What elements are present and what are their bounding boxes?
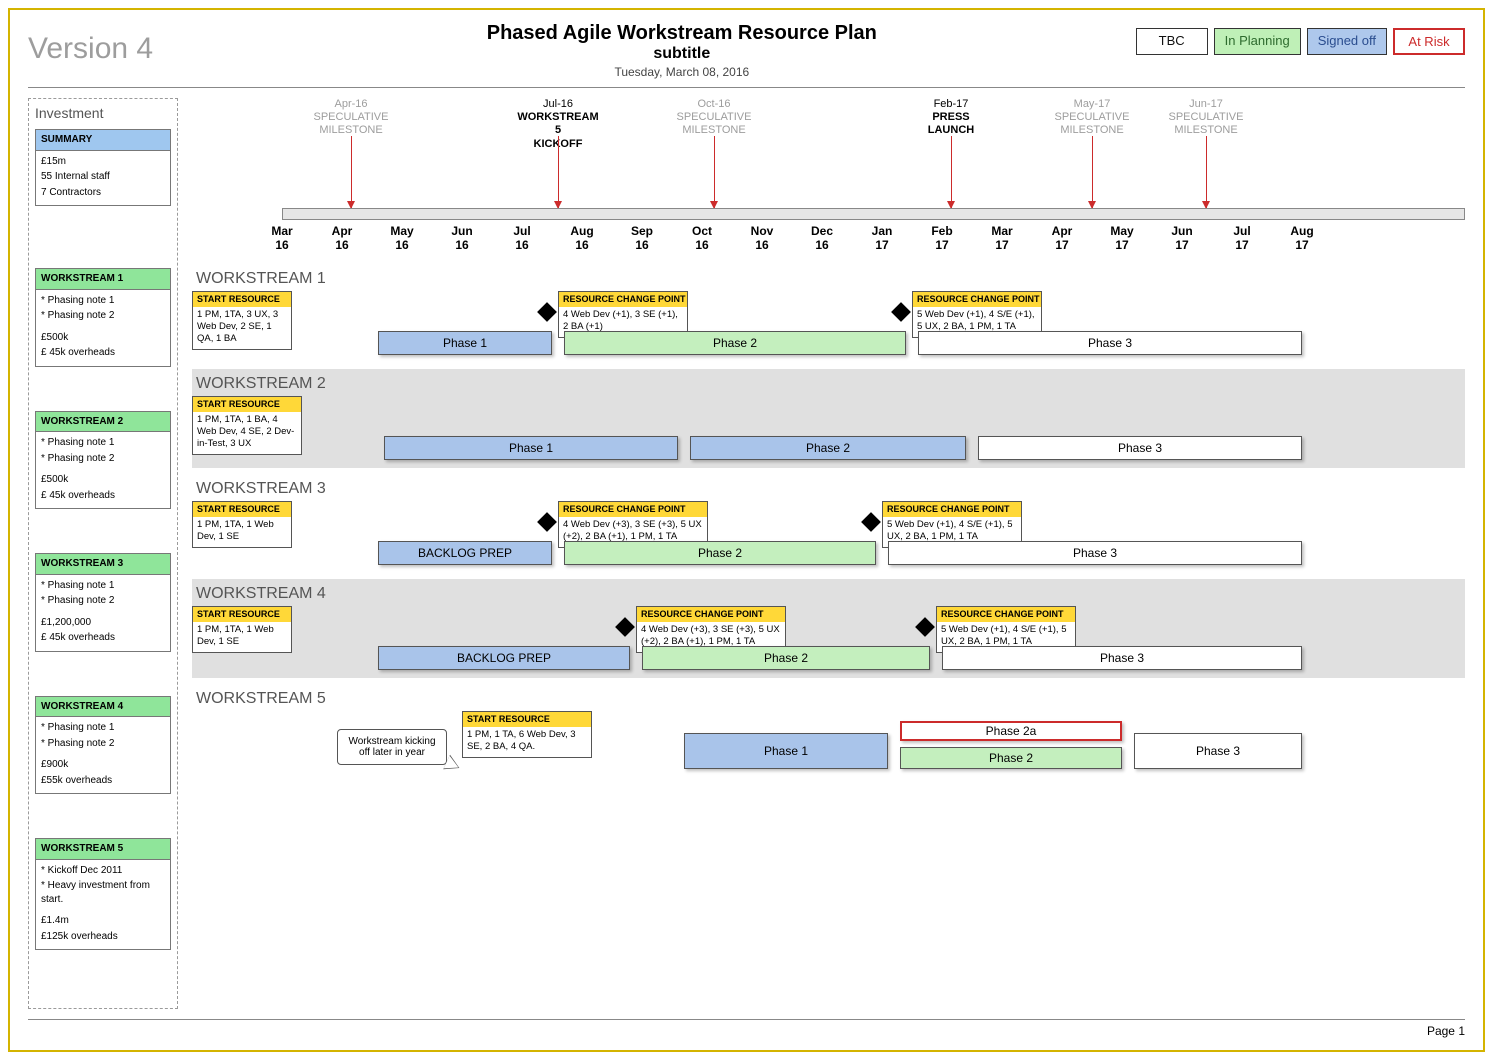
milestone-arrow-icon (558, 136, 559, 208)
month-label: Jan17 (872, 225, 893, 253)
month-label: Oct16 (692, 225, 712, 253)
phase-bar: BACKLOG PREP (378, 646, 630, 670)
sidecard-head: WORKSTREAM 1 (36, 269, 170, 290)
diamond-icon (891, 302, 911, 322)
phase-bar: Phase 1 (384, 436, 678, 460)
diamond-icon (615, 617, 635, 637)
subtitle: subtitle (228, 45, 1136, 63)
phase-bar: Phase 2 (690, 436, 966, 460)
diamond-icon (537, 512, 557, 532)
milestone-arrow-icon (1092, 136, 1093, 208)
start-resource: START RESOURCE1 PM, 1TA, 1 Web Dev, 1 SE (192, 606, 292, 653)
milestone: May-17SPECULATIVEMILESTONE (1027, 98, 1157, 138)
timeline-bar (282, 208, 1465, 220)
sidebar-title: Investment (35, 105, 171, 121)
month-label: Apr17 (1052, 225, 1073, 253)
month-label: Mar16 (271, 225, 292, 253)
sidebar-ws-1: WORKSTREAM 1* Phasing note 1* Phasing no… (35, 268, 171, 367)
phase-bar: BACKLOG PREP (378, 541, 552, 565)
phase-bar: Phase 1 (378, 331, 552, 355)
sidebar-ws-4: WORKSTREAM 4* Phasing note 1* Phasing no… (35, 696, 171, 795)
ws-title: WORKSTREAM 3 (192, 480, 1465, 498)
start-resource: START RESOURCE1 PM, 1TA, 3 UX, 3 Web Dev… (192, 291, 292, 350)
phase-bar: Phase 2a (900, 721, 1122, 741)
diamond-icon (915, 617, 935, 637)
sidecard-head: WORKSTREAM 2 (36, 412, 170, 433)
month-label: Jul17 (1233, 225, 1250, 253)
phase-bar: Phase 2 (642, 646, 930, 670)
sidebar-ws-2: WORKSTREAM 2* Phasing note 1* Phasing no… (35, 411, 171, 510)
milestone: Jun-17SPECULATIVEMILESTONE (1141, 98, 1271, 138)
milestone-arrow-icon (351, 136, 352, 208)
sidecard-head: WORKSTREAM 3 (36, 554, 170, 575)
month-label: Jun16 (451, 225, 472, 253)
page-frame: Version 4 Phased Agile Workstream Resour… (8, 8, 1485, 1052)
milestone-arrow-icon (1206, 136, 1207, 208)
ws-title: WORKSTREAM 2 (192, 375, 1465, 393)
page-header: Version 4 Phased Agile Workstream Resour… (28, 22, 1465, 88)
sidebar-ws-3: WORKSTREAM 3* Phasing note 1* Phasing no… (35, 553, 171, 652)
callout: Workstream kicking off later in year (337, 729, 447, 765)
month-label: May16 (390, 225, 413, 253)
workstream-3: WORKSTREAM 3 START RESOURCE1 PM, 1TA, 1 W… (192, 474, 1465, 573)
phase-bar: Phase 2 (900, 747, 1122, 769)
diamond-icon (537, 302, 557, 322)
sidebar-summary: SUMMARY£15m55 Internal staff7 Contractor… (35, 129, 171, 206)
summary-head: SUMMARY (36, 130, 170, 151)
milestone: Apr-16SPECULATIVEMILESTONE (286, 98, 416, 138)
month-label: Feb17 (931, 225, 952, 253)
phase-bar: Phase 2 (564, 541, 876, 565)
milestone: Feb-17PRESSLAUNCH (886, 98, 1016, 138)
start-resource: START RESOURCE1 PM, 1TA, 1 BA, 4 Web Dev… (192, 396, 302, 455)
ws-title: WORKSTREAM 4 (192, 585, 1465, 603)
main: Apr-16SPECULATIVEMILESTONE Jul-16WORKSTRE… (192, 98, 1465, 1009)
sidecard-head: WORKSTREAM 5 (36, 839, 170, 860)
workstream-4: WORKSTREAM 4 START RESOURCE1 PM, 1TA, 1 W… (192, 579, 1465, 678)
start-resource: START RESOURCE1 PM, 1 TA, 6 Web Dev, 3 S… (462, 711, 592, 758)
month-label: May17 (1110, 225, 1133, 253)
legend-tbc: TBC (1136, 28, 1208, 55)
phase-bar: Phase 3 (978, 436, 1302, 460)
diamond-icon (861, 512, 881, 532)
phase-bar: Phase 1 (684, 733, 888, 769)
month-label: Aug17 (1290, 225, 1313, 253)
legend-in-planning: In Planning (1214, 28, 1301, 55)
page-number: Page 1 (1427, 1024, 1465, 1038)
sidebar-ws-5: WORKSTREAM 5* Kickoff Dec 2011* Heavy in… (35, 838, 171, 950)
workstream-1: WORKSTREAM 1 START RESOURCE1 PM, 1TA, 3 U… (192, 264, 1465, 363)
month-label: Jul16 (513, 225, 530, 253)
ws-title: WORKSTREAM 1 (192, 270, 1465, 288)
ws-title: WORKSTREAM 5 (192, 690, 1465, 708)
month-label: Mar17 (991, 225, 1012, 253)
workstream-5: WORKSTREAM 5 Workstream kicking off later… (192, 684, 1465, 795)
timeline: Apr-16SPECULATIVEMILESTONE Jul-16WORKSTRE… (192, 98, 1465, 258)
month-label: Apr16 (332, 225, 353, 253)
milestone-arrow-icon (951, 136, 952, 208)
month-label: Sep16 (631, 225, 653, 253)
month-label: Aug16 (570, 225, 593, 253)
version-label: Version 4 (28, 22, 228, 66)
workstream-2: WORKSTREAM 2 START RESOURCE1 PM, 1TA, 1 B… (192, 369, 1465, 468)
month-label: Nov16 (751, 225, 774, 253)
sidecard-head: WORKSTREAM 4 (36, 697, 170, 718)
milestone-arrow-icon (714, 136, 715, 208)
phase-bar: Phase 3 (918, 331, 1302, 355)
title-date: Tuesday, March 08, 2016 (228, 65, 1136, 79)
legend-signed-off: Signed off (1307, 28, 1387, 55)
milestone: Jul-16WORKSTREAM5KICKOFF (493, 98, 623, 151)
phase-bar: Phase 3 (888, 541, 1302, 565)
start-resource: START RESOURCE1 PM, 1TA, 1 Web Dev, 1 SE (192, 501, 292, 548)
phase-bar: Phase 3 (1134, 733, 1302, 769)
title: Phased Agile Workstream Resource Plan (228, 22, 1136, 45)
sidebar: Investment SUMMARY£15m55 Internal staff7… (28, 98, 178, 1009)
month-label: Jun17 (1171, 225, 1192, 253)
milestone: Oct-16SPECULATIVEMILESTONE (649, 98, 779, 138)
month-label: Dec16 (811, 225, 833, 253)
legend: TBCIn PlanningSigned offAt Risk (1136, 22, 1465, 55)
phase-bar: Phase 2 (564, 331, 906, 355)
content: Investment SUMMARY£15m55 Internal staff7… (28, 98, 1465, 1009)
title-block: Phased Agile Workstream Resource Plan su… (228, 22, 1136, 79)
phase-bar: Phase 3 (942, 646, 1302, 670)
legend-at-risk: At Risk (1393, 28, 1465, 55)
